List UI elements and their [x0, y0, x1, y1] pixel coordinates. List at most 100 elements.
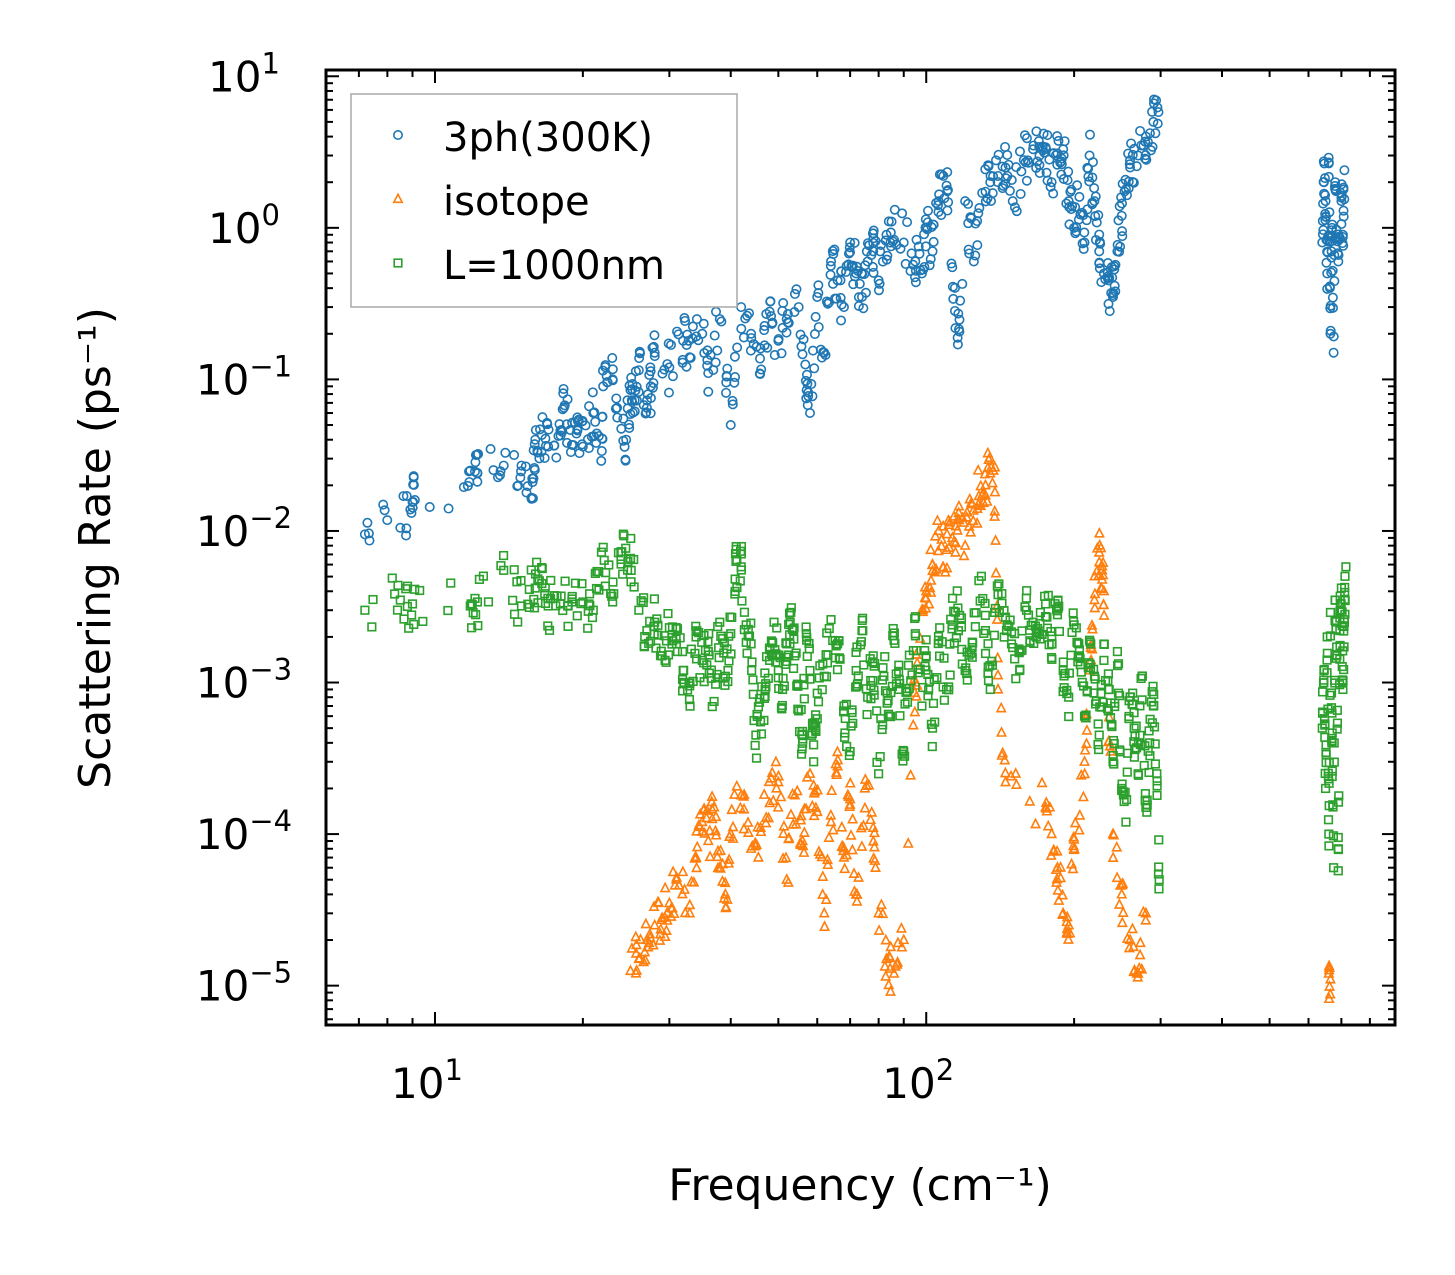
data-point	[948, 535, 960, 546]
data-point	[851, 888, 863, 899]
data-point	[570, 578, 581, 588]
data-point	[859, 801, 871, 813]
data-point	[1104, 684, 1114, 695]
series-l-1000nm	[360, 529, 1351, 894]
data-point	[498, 460, 509, 471]
data-point	[1095, 238, 1106, 249]
data-point	[760, 816, 772, 828]
data-point	[731, 779, 743, 791]
data-point	[746, 328, 757, 339]
data-point	[1149, 722, 1160, 732]
data-point	[643, 936, 655, 948]
data-point	[558, 605, 568, 616]
data-point	[1111, 871, 1123, 883]
data-point	[923, 597, 935, 609]
data-point	[741, 637, 751, 647]
data-point	[980, 610, 990, 620]
data-point	[838, 851, 850, 862]
data-point	[657, 368, 668, 379]
data-point	[1122, 795, 1132, 805]
data-point	[882, 698, 892, 708]
data-point	[630, 938, 642, 950]
data-point	[399, 614, 409, 624]
legend-label: 3ph(300K)	[443, 115, 653, 161]
data-point	[868, 852, 880, 863]
data-point	[1333, 249, 1344, 260]
data-point	[1081, 215, 1092, 226]
data-point	[672, 326, 683, 337]
data-point	[844, 776, 856, 788]
data-point	[902, 217, 913, 228]
series-3ph-300k-	[359, 94, 1350, 546]
legend-label: isotope	[443, 179, 590, 225]
data-point	[588, 605, 598, 615]
data-point	[1324, 207, 1335, 218]
data-point	[947, 593, 958, 603]
data-point	[989, 630, 999, 640]
data-point	[521, 487, 532, 498]
data-point	[726, 803, 738, 815]
data-point	[979, 488, 992, 500]
data-point	[1123, 176, 1134, 187]
data-point	[739, 607, 750, 617]
data-point	[868, 826, 880, 838]
data-point	[928, 219, 939, 230]
data-point	[1002, 150, 1013, 161]
data-point	[1109, 759, 1119, 769]
data-point	[1116, 916, 1128, 928]
data-point	[746, 618, 756, 628]
data-point	[895, 678, 905, 689]
data-point	[817, 888, 829, 899]
data-point	[1115, 241, 1126, 252]
data-point	[751, 730, 761, 740]
data-point	[1108, 288, 1119, 299]
data-point	[830, 766, 842, 777]
data-point	[642, 940, 654, 952]
data-point	[360, 605, 370, 615]
data-point	[841, 266, 852, 277]
data-point	[685, 352, 696, 363]
data-point	[708, 800, 720, 812]
data-point	[735, 576, 745, 586]
data-point	[826, 615, 836, 625]
data-point	[958, 549, 970, 561]
data-point	[725, 420, 736, 431]
data-point	[770, 781, 782, 793]
data-point	[1339, 194, 1350, 205]
data-point	[868, 840, 880, 852]
data-point	[529, 439, 540, 450]
data-point	[904, 683, 914, 693]
data-point	[1123, 148, 1134, 159]
data-point	[1126, 138, 1137, 149]
data-point	[1089, 196, 1100, 207]
data-point	[704, 824, 716, 836]
data-point	[711, 679, 721, 689]
data-point	[944, 682, 954, 692]
data-point	[1149, 700, 1159, 711]
data-point	[1134, 948, 1146, 960]
data-point	[836, 315, 847, 326]
data-point	[691, 331, 702, 342]
data-point	[1034, 167, 1045, 178]
data-point	[959, 539, 971, 550]
data-point	[716, 316, 727, 327]
data-point	[980, 626, 991, 636]
data-point	[680, 315, 691, 326]
data-point	[500, 447, 511, 458]
y-tick-label: 101	[208, 46, 280, 101]
legend: 3ph(300K) isotope L=1000nm	[350, 93, 738, 308]
data-point	[1327, 708, 1337, 718]
data-point	[1087, 172, 1098, 183]
data-point	[640, 408, 651, 419]
y-tick-label: 10−3	[196, 653, 292, 708]
data-point	[873, 285, 884, 296]
data-point	[633, 386, 644, 397]
legend-box	[350, 93, 738, 308]
data-point	[1020, 157, 1031, 168]
data-point	[910, 689, 922, 701]
data-point	[910, 631, 921, 641]
data-point	[729, 351, 740, 362]
data-point	[718, 634, 728, 644]
data-point	[752, 851, 764, 862]
data-point	[473, 621, 483, 631]
